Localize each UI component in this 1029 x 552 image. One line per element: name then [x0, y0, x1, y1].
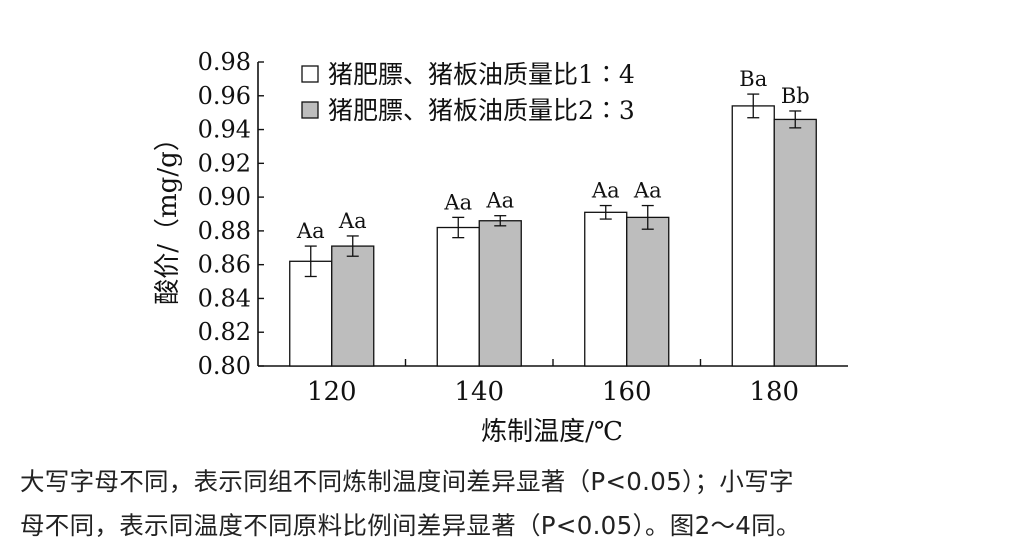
y-tick-label: 0.96: [198, 82, 251, 110]
y-tick-label: 0.80: [198, 352, 251, 380]
y-tick-label: 0.84: [198, 284, 251, 312]
bar: [773, 118, 817, 367]
y-tick-label: 0.94: [198, 116, 251, 144]
y-tick-label: 0.86: [198, 251, 251, 279]
significance-label: Aa: [485, 189, 514, 213]
bar: [584, 211, 628, 367]
legend-swatch: [301, 65, 319, 83]
y-tick-label: 0.98: [198, 48, 251, 76]
x-tick-label: 160: [602, 377, 652, 407]
legend-label: 猪肥膘、猪板油质量比1∶4: [328, 60, 635, 89]
bar-chart: 0.80 0.82 0.84 0.86 0.88 0.90 0.92 0.94 0.96 0.98…: [153, 48, 848, 447]
bar: [436, 226, 480, 367]
x-tick-label: 120: [307, 377, 357, 407]
bar: [289, 260, 333, 367]
significance-label: Aa: [296, 219, 325, 243]
bar: [331, 245, 375, 367]
caption-line-1: 大写字母不同，表示同组不同炼制温度间差异显著（P<0.05）；小写字: [20, 467, 794, 496]
bar: [626, 216, 670, 367]
legend-label: 猪肥膘、猪板油质量比2∶3: [328, 96, 635, 125]
y-tick-label: 0.88: [198, 217, 251, 245]
y-tick-label: 0.82: [198, 318, 251, 346]
y-tick-label: 0.92: [198, 149, 251, 177]
legend-swatch: [301, 101, 319, 119]
significance-label: Aa: [443, 190, 472, 214]
x-tick-label: 180: [749, 377, 799, 407]
y-tick-label: 0.90: [198, 183, 251, 211]
significance-label: Aa: [591, 179, 620, 203]
chart-marks: 0.80 0.82 0.84 0.86 0.88 0.90 0.92 0.94 0.96 0.98…: [198, 48, 848, 407]
caption-line-2: 母不同，表示同温度不同原料比例间差异显著（P<0.05）。图2～4同。: [20, 511, 801, 540]
y-axis-label: 酸价/（mg/g）: [153, 125, 183, 304]
significance-label: Aa: [338, 209, 367, 233]
significance-label: Ba: [739, 67, 767, 91]
x-tick-label: 140: [454, 377, 504, 407]
significance-label: Aa: [633, 179, 662, 203]
bar: [478, 220, 522, 367]
x-axis-label: 炼制温度/℃: [481, 417, 623, 447]
bar: [731, 105, 775, 367]
significance-label: Bb: [781, 84, 810, 108]
